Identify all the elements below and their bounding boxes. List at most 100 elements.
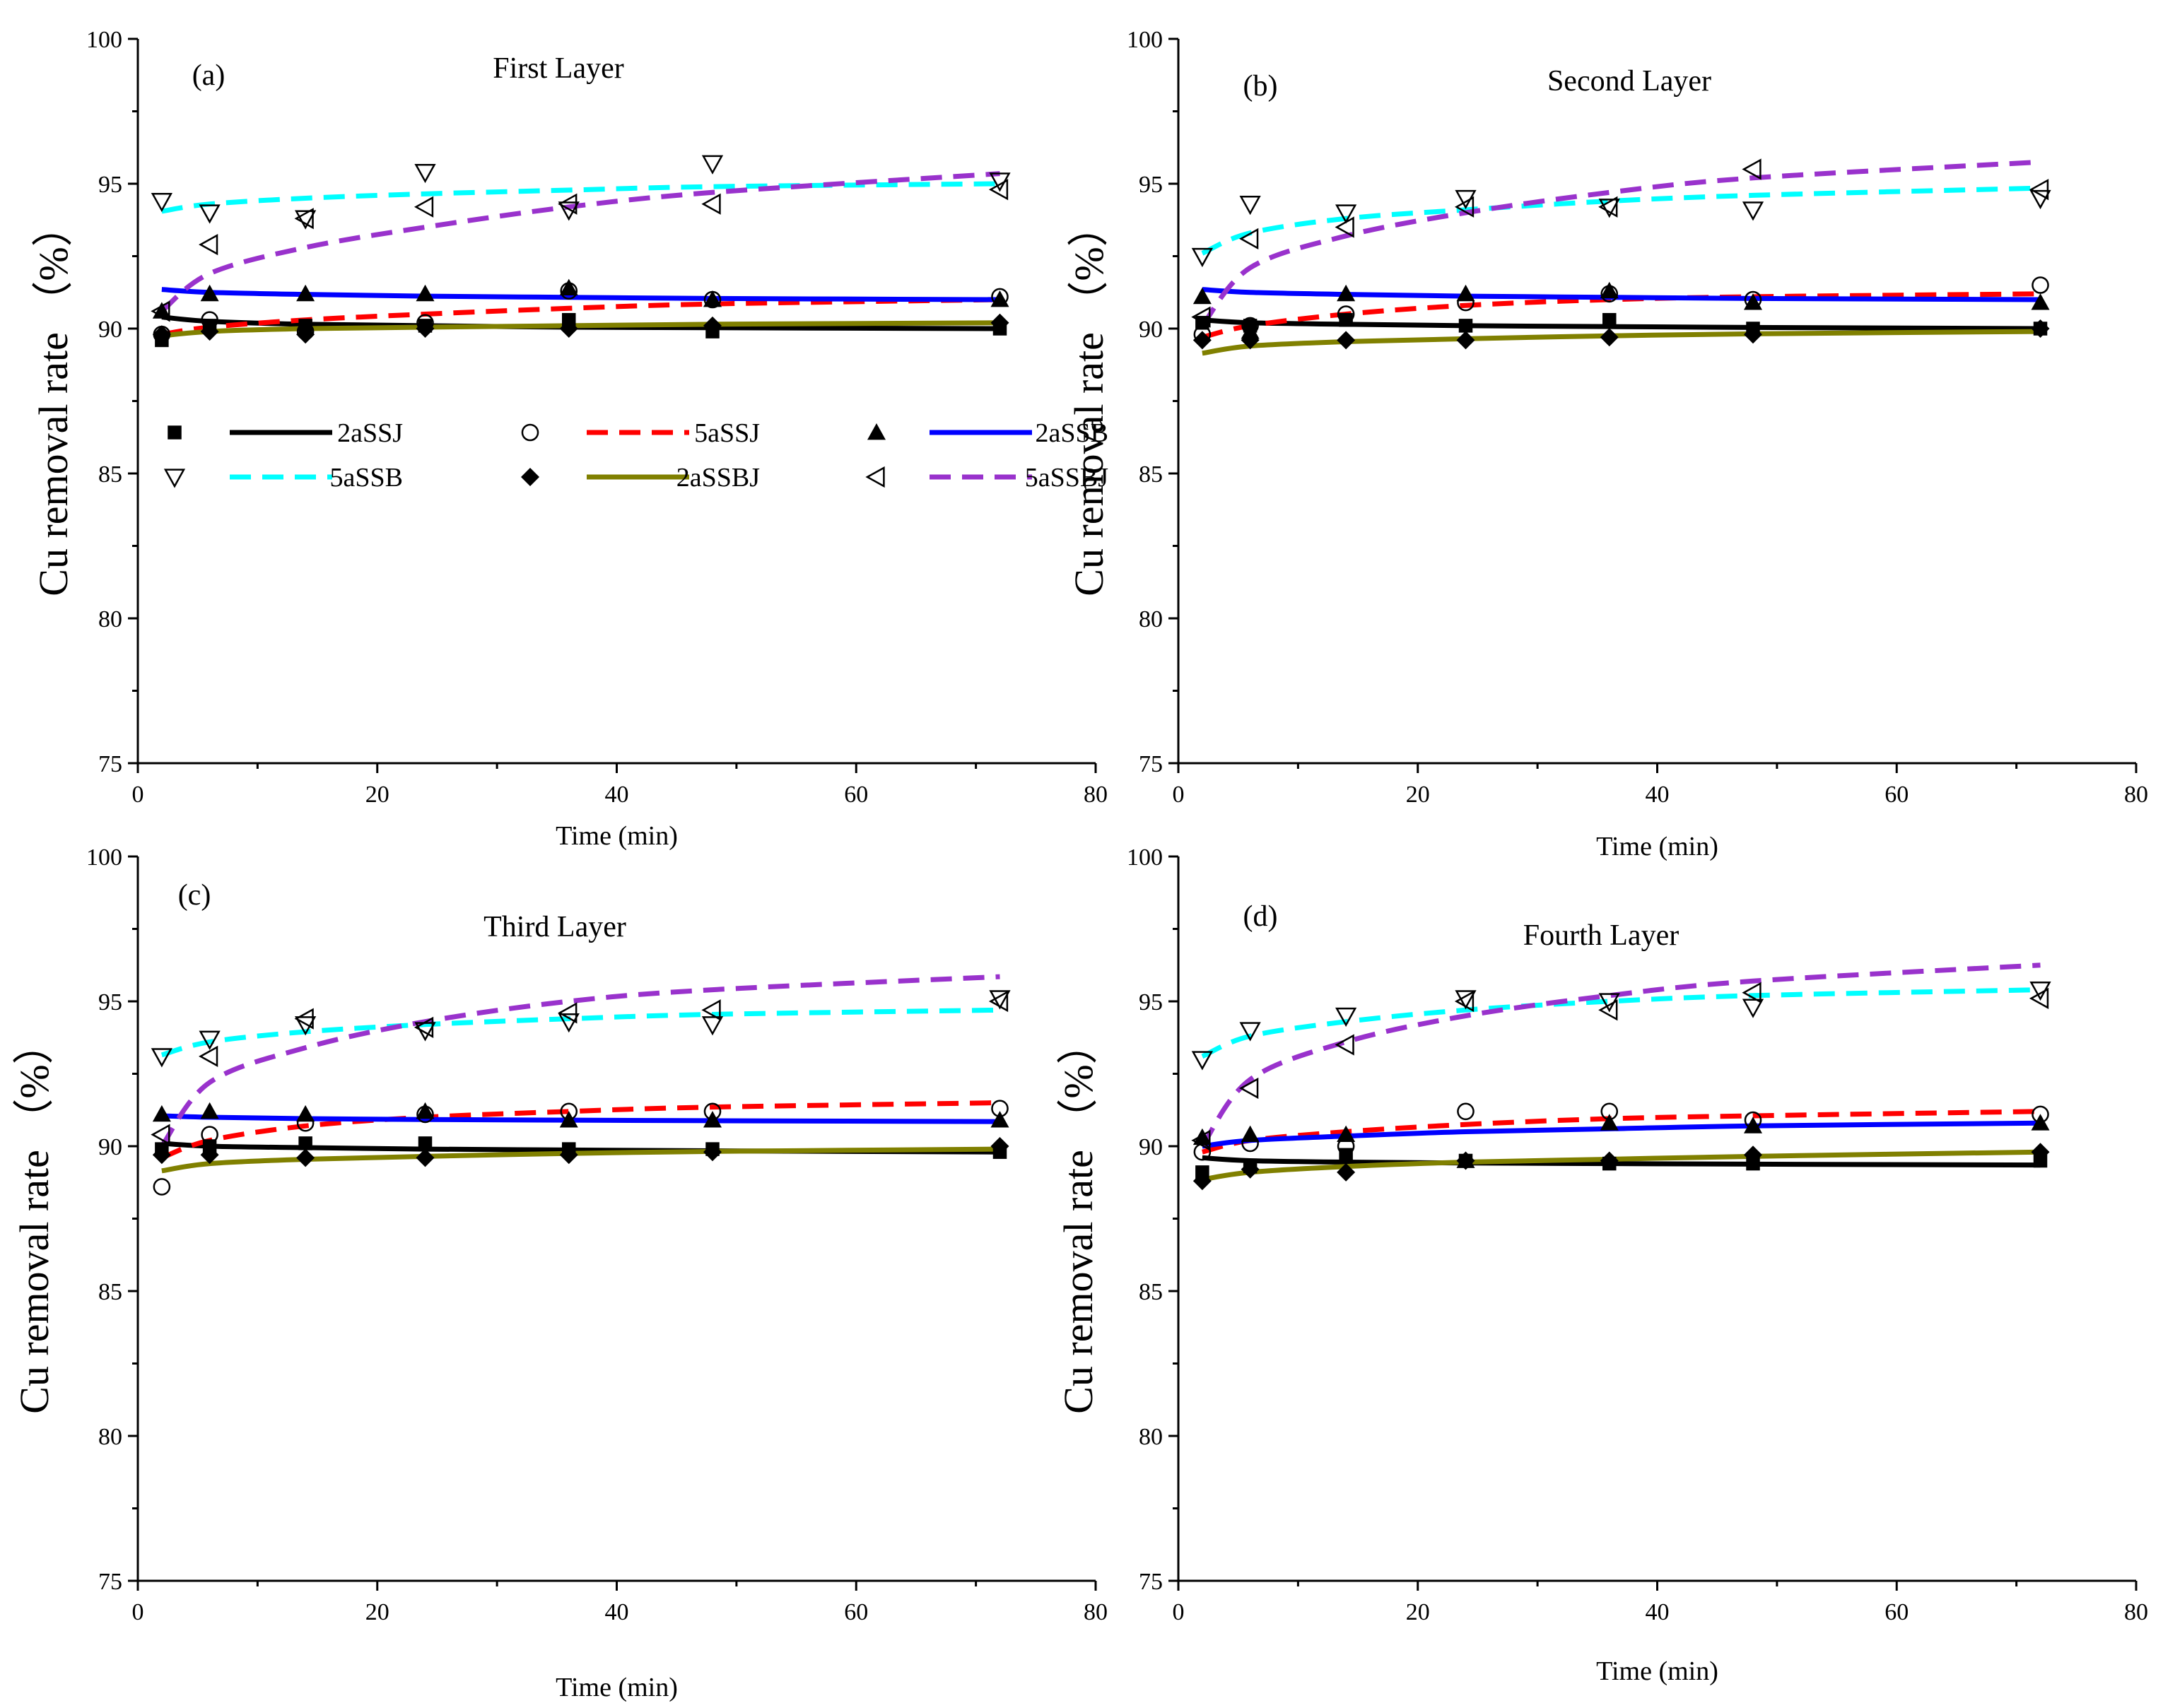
data-point-5aSSBJ: [294, 1008, 314, 1030]
data-point-2aSSB: [200, 1102, 219, 1119]
legend-label: 2aSSB: [1036, 418, 1108, 448]
x-tick-label: 80: [1084, 1599, 1108, 1625]
fit-line-5aSSBJ: [160, 171, 1000, 314]
x-tick-label: 40: [605, 1599, 629, 1625]
chart-panel-1: 75 80 85 90 95 100 0 20 40 60 80 Time (min) Cu remov…: [30, 27, 1108, 851]
y-axis-label: Cu removal rate （%）: [1055, 1023, 1101, 1413]
data-point-5aSSBJ: [414, 1016, 434, 1039]
legend-label: 5aSSJ: [694, 418, 760, 448]
data-point-5aSSBJ: [1191, 1129, 1211, 1151]
data-point-2aSSBJ: [1337, 331, 1356, 350]
data-point-2aSSB: [296, 1105, 315, 1122]
data-point-5aSSJ: [1337, 305, 1355, 323]
data-point-5aSSB: [1191, 1051, 1213, 1071]
legend-item-2aSSJ: 2aSSJ: [168, 418, 403, 448]
y-tick-label: 95: [1139, 172, 1163, 198]
data-point-5aSSBJ: [988, 179, 1009, 201]
data-point-5aSSBJ: [1191, 306, 1211, 328]
chart-panel-3: 75 80 85 90 95 100 0 20 40 60 80 Time (min) Cu remov…: [11, 844, 1108, 1702]
data-point-5aSSB: [2029, 189, 2051, 210]
data-point-5aSSBJ: [558, 1002, 578, 1024]
chart-panel-4: 75 80 85 90 95 100 0 20 40 60 80 Time (min) Cu remov…: [1055, 844, 2148, 1686]
data-point-2aSSBJ: [1600, 328, 1619, 347]
data-point-2aSSB: [2031, 293, 2050, 310]
data-point-5aSSB: [199, 1030, 221, 1050]
fit-line-5aSSBJ: [1200, 962, 2041, 1148]
data-point-2aSSBJ: [559, 1145, 578, 1165]
x-tick-label: 80: [2124, 782, 2148, 808]
x-tick-label: 20: [365, 782, 389, 808]
y-tick-label: 80: [98, 1424, 122, 1450]
data-point-2aSSBJ: [416, 1148, 435, 1167]
x-tick-label: 60: [1884, 1599, 1909, 1625]
legend-label: 5aSSBJ: [1025, 463, 1108, 493]
legend-item-5aSSBJ: 5aSSBJ: [865, 463, 1108, 493]
fit-line-5aSSB: [160, 1007, 1000, 1058]
fit-line-2aSSBJ: [1202, 329, 2041, 356]
data-point-5aSSBJ: [199, 1045, 218, 1068]
data-point-5aSSB: [1239, 196, 1261, 216]
fit-line-2aSSB: [1202, 1120, 2041, 1149]
x-tick-label: 0: [1173, 1599, 1185, 1625]
y-tick-label: 75: [1139, 1569, 1163, 1595]
fit-line-2aSSJ: [1202, 317, 2041, 331]
y-tick-label: 95: [1139, 989, 1163, 1015]
y-tick-label: 80: [1139, 606, 1163, 632]
x-tick-label: 60: [1884, 782, 1909, 808]
legend-marker: [168, 425, 182, 440]
x-tick-label: 0: [132, 782, 144, 808]
data-point-2aSSBJ: [2031, 1143, 2050, 1162]
legend-marker: [163, 469, 186, 488]
data-point-5aSSBJ: [988, 990, 1009, 1013]
data-point-2aSSBJ: [559, 319, 578, 338]
x-tick-label: 40: [1646, 1599, 1670, 1625]
legend-marker: [521, 423, 539, 442]
data-point-5aSSBJ: [701, 193, 721, 215]
data-point-5aSSBJ: [1454, 196, 1475, 218]
data-point-5aSSB: [151, 192, 172, 213]
data-point-5aSSBJ: [1742, 982, 1762, 1003]
data-point-2aSSB: [416, 1102, 435, 1119]
data-point-5aSSB: [701, 1016, 724, 1036]
data-point-2aSSBJ: [296, 325, 315, 344]
data-point-2aSSBJ: [990, 313, 1009, 332]
legend-label: 5aSSB: [330, 463, 403, 493]
fit-line-5aSSJ: [1202, 291, 2041, 340]
data-point-2aSSBJ: [1600, 1151, 1619, 1170]
x-axis-label: Time (min): [1596, 1656, 1718, 1686]
fit-line-2aSSB: [161, 1113, 1000, 1124]
data-point-2aSSB: [1337, 1125, 1356, 1142]
y-tick-label: 80: [1139, 1424, 1163, 1450]
data-point-2aSSB: [990, 1111, 1009, 1128]
x-tick-label: 40: [1646, 782, 1670, 808]
data-point-2aSSBJ: [152, 1145, 171, 1165]
data-point-5aSSBJ: [2029, 987, 2049, 1010]
data-point-5aSSB: [1239, 1022, 1261, 1042]
data-point-5aSSJ: [153, 1178, 171, 1196]
data-point-2aSSBJ: [152, 325, 171, 344]
data-point-2aSSBJ: [1456, 1151, 1475, 1170]
y-tick-label: 100: [1127, 844, 1163, 871]
data-point-2aSSBJ: [416, 319, 435, 338]
fit-line-5aSSB: [161, 181, 1000, 214]
data-point-2aSSB: [200, 284, 219, 302]
x-tick-label: 20: [1406, 782, 1430, 808]
chart-title: Fourth Layer: [1523, 919, 1679, 952]
data-point-2aSSB: [2031, 1114, 2050, 1131]
data-point-2aSSJ: [1339, 1148, 1353, 1162]
y-tick-label: 90: [1139, 1134, 1163, 1160]
fit-line-2aSSBJ: [1202, 1149, 2041, 1182]
data-point-5aSSBJ: [1454, 990, 1475, 1013]
data-point-5aSSBJ: [1598, 999, 1618, 1021]
data-point-2aSSJ: [418, 1136, 433, 1150]
y-tick-label: 90: [98, 1134, 122, 1160]
data-point-2aSSBJ: [1192, 331, 1212, 350]
data-point-2aSSB: [559, 278, 578, 295]
data-point-5aSSBJ: [1742, 158, 1762, 180]
data-point-2aSSBJ: [1241, 331, 1260, 350]
y-tick-label: 100: [1127, 27, 1163, 53]
y-tick-label: 95: [98, 172, 122, 198]
data-point-5aSSBJ: [701, 999, 721, 1021]
legend-item-5aSSB: 5aSSB: [163, 463, 403, 493]
